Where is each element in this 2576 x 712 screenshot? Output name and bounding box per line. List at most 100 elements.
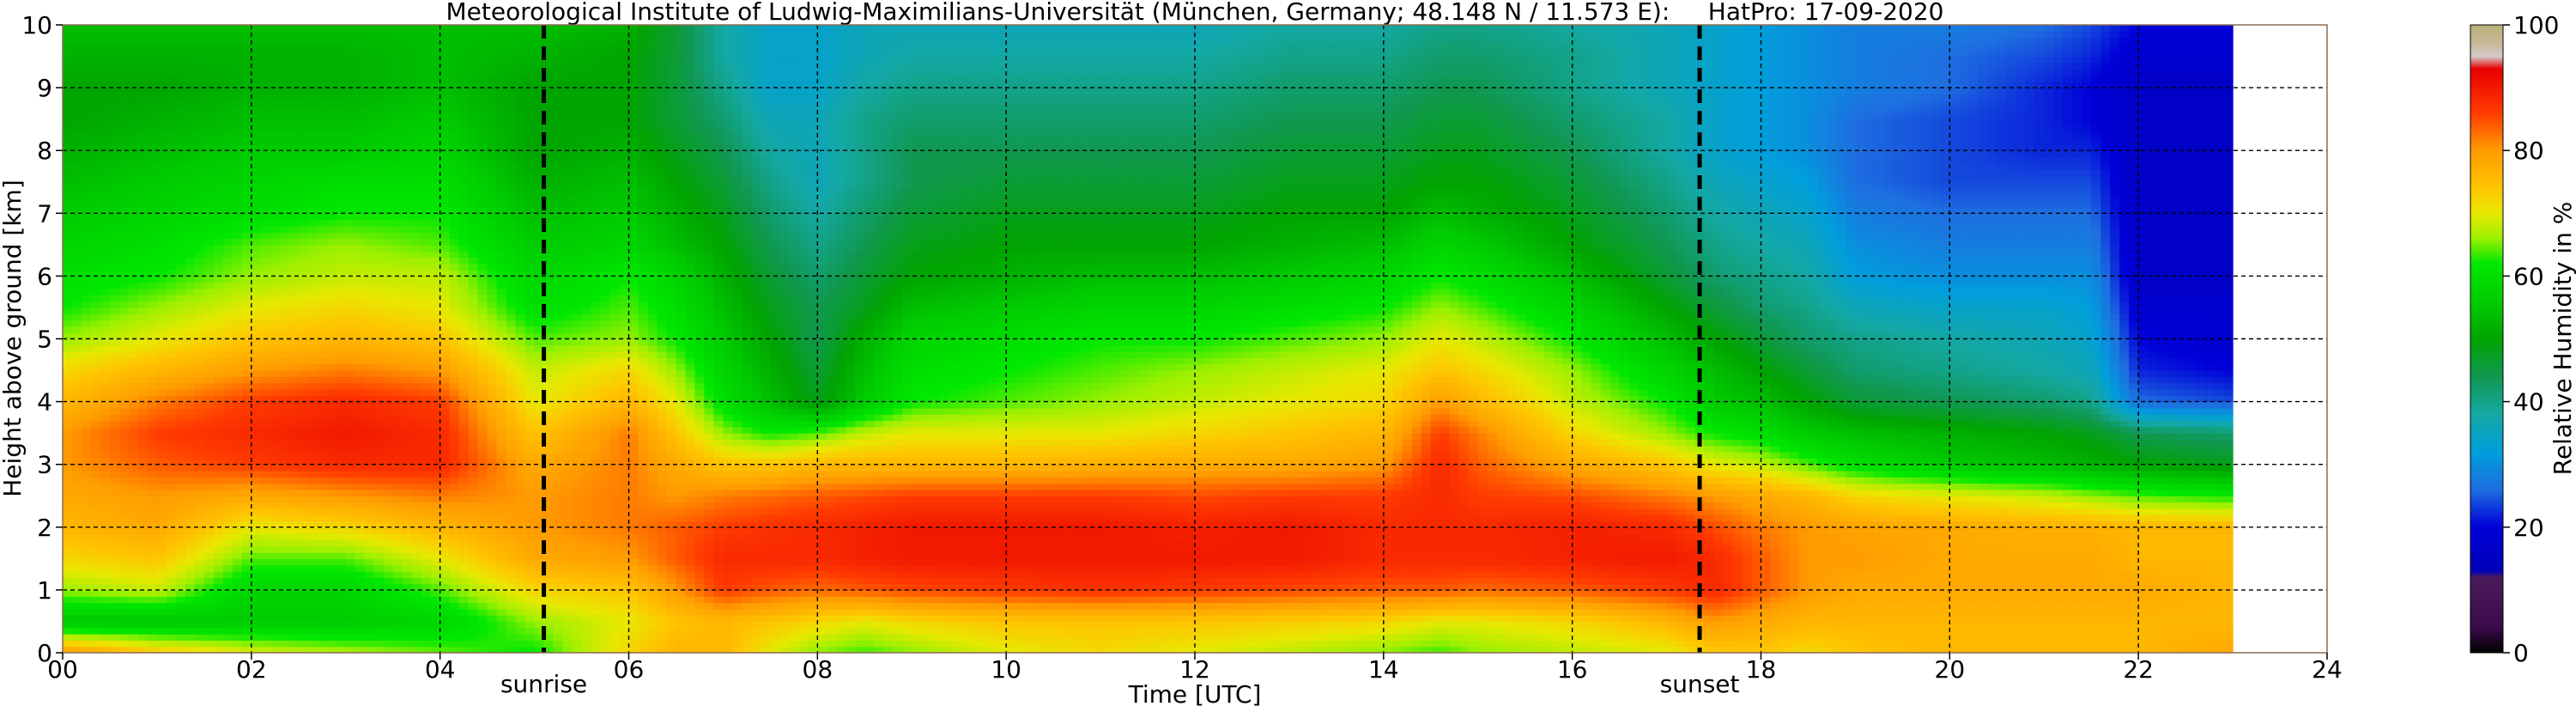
heatmap-cell: [921, 608, 931, 616]
heatmap-cell: [1600, 545, 1611, 553]
heatmap-cell: [392, 552, 403, 559]
heatmap-cell: [1317, 583, 1328, 591]
heatmap-cell: [279, 615, 290, 623]
heatmap-cell: [808, 596, 818, 604]
heatmap-cell: [2015, 545, 2026, 553]
heatmap-cell: [581, 640, 592, 648]
heatmap-cell: [2044, 596, 2054, 604]
heatmap-cell: [732, 615, 742, 623]
heatmap-cell: [2204, 583, 2215, 591]
heatmap-cell: [902, 627, 912, 635]
heatmap-cell: [789, 514, 799, 522]
heatmap-cell: [2082, 564, 2092, 572]
heatmap-cell: [855, 577, 865, 585]
heatmap-cell: [647, 545, 658, 553]
heatmap-cell: [317, 570, 328, 578]
heatmap-cell: [2204, 640, 2215, 648]
heatmap-cell: [1317, 533, 1328, 541]
heatmap-cell: [836, 552, 846, 559]
heatmap-cell: [1402, 634, 1413, 641]
heatmap-cell: [1685, 640, 1696, 648]
heatmap-cell: [1940, 608, 1950, 616]
heatmap-cell: [1148, 514, 1158, 522]
heatmap-cell: [458, 539, 470, 547]
heatmap-cell: [1336, 627, 1347, 635]
heatmap-cell: [1110, 564, 1120, 572]
heatmap-cell: [2044, 570, 2054, 578]
heatmap-cell: [496, 552, 507, 559]
heatmap-cell: [1421, 564, 1432, 572]
heatmap-cell: [836, 533, 846, 541]
heatmap-cell: [1524, 514, 1536, 522]
heatmap-cell: [704, 539, 715, 547]
heatmap-cell: [1893, 596, 1903, 604]
heatmap-cell: [1930, 583, 1941, 591]
heatmap-cell: [2053, 577, 2064, 585]
heatmap-cell: [1798, 552, 1809, 559]
heatmap-cell: [1279, 621, 1290, 629]
heatmap-cell: [1006, 608, 1016, 616]
heatmap-cell: [137, 640, 148, 648]
heatmap-cell: [1487, 570, 1498, 578]
heatmap-cell: [1562, 634, 1573, 641]
heatmap-cell: [1591, 589, 1602, 597]
heatmap-cell: [336, 640, 347, 648]
heatmap-cell: [232, 583, 243, 591]
heatmap-cell: [402, 520, 413, 528]
heatmap-cell: [2214, 646, 2224, 653]
heatmap-cell: [1959, 589, 1969, 597]
heatmap-cell: [553, 514, 564, 522]
heatmap-cell: [581, 558, 592, 566]
heatmap-cell: [1742, 526, 1753, 534]
heatmap-cell: [921, 615, 931, 623]
heatmap-cell: [581, 621, 592, 629]
heatmap-cell: [1082, 533, 1092, 541]
heatmap-cell: [1213, 520, 1224, 528]
heatmap-cell: [1676, 545, 1687, 553]
heatmap-cell: [1138, 564, 1149, 572]
heatmap-cell: [713, 589, 724, 597]
heatmap-cell: [1864, 608, 1875, 616]
heatmap-cell: [1789, 577, 1800, 585]
heatmap-cell: [2157, 583, 2167, 591]
heatmap-cell: [751, 539, 761, 547]
heatmap-cell: [798, 558, 809, 566]
heatmap-cell: [194, 533, 205, 541]
heatmap-cell: [128, 615, 139, 623]
heatmap-cell: [307, 621, 318, 629]
heatmap-cell: [2148, 552, 2158, 559]
heatmap-cell: [232, 545, 243, 553]
heatmap-cell: [1978, 552, 1988, 559]
heatmap-cell: [685, 558, 696, 566]
heatmap-cell: [921, 602, 931, 610]
heatmap-cell: [1185, 558, 1196, 566]
heatmap-cell: [657, 570, 668, 578]
heatmap-cell: [874, 570, 884, 578]
heatmap-cell: [855, 640, 865, 648]
heatmap-cell: [298, 596, 309, 604]
heatmap-cell: [449, 520, 460, 528]
heatmap-cell: [2214, 558, 2224, 566]
heatmap-cell: [808, 577, 818, 585]
heatmap-cell: [1912, 646, 1922, 653]
heatmap-cell: [402, 552, 413, 559]
heatmap-cell: [1336, 564, 1347, 572]
heatmap-cell: [1345, 533, 1356, 541]
heatmap-cell: [1874, 577, 1884, 585]
heatmap-cell: [1562, 589, 1573, 597]
heatmap-cell: [1893, 589, 1903, 597]
heatmap-cell: [1383, 640, 1394, 648]
heatmap-cell: [2138, 564, 2149, 572]
heatmap-cell: [477, 558, 488, 566]
heatmap-cell: [487, 608, 498, 616]
heatmap-cell: [591, 589, 602, 597]
heatmap-cell: [609, 589, 621, 597]
heatmap-cell: [1506, 564, 1517, 572]
heatmap-cell: [137, 558, 148, 566]
heatmap-cell: [1100, 634, 1111, 641]
heatmap-cell: [90, 634, 101, 641]
heatmap-cell: [921, 634, 931, 641]
heatmap-cell: [1110, 577, 1120, 585]
heatmap-cell: [1241, 545, 1252, 553]
heatmap-cell: [1968, 640, 1979, 648]
